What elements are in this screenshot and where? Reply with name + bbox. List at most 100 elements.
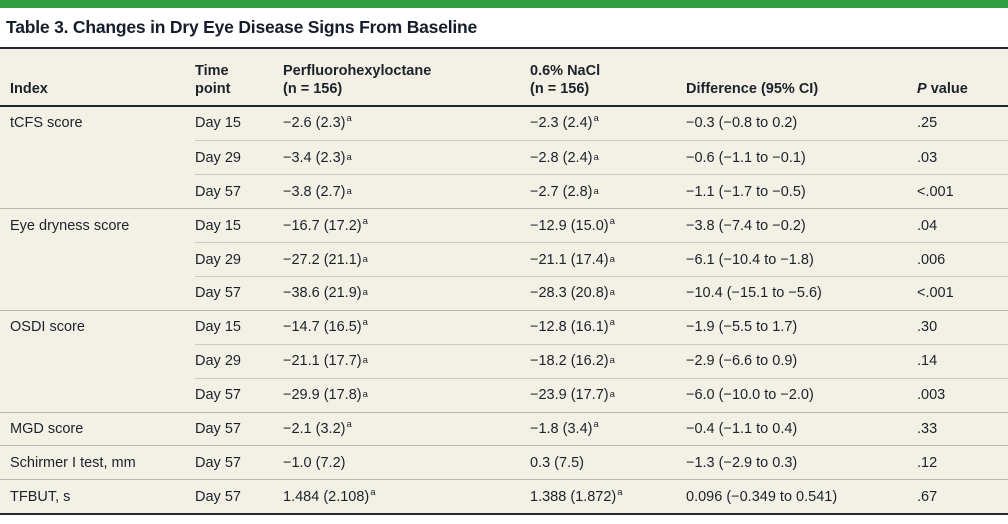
bottom-rule: [0, 513, 1008, 516]
cell-nacl: −2.7 (2.8) a: [530, 174, 686, 208]
cell-perfluorohexyloctane: −16.7 (17.2)a: [283, 215, 368, 234]
cell-time-point: Day 15: [195, 319, 241, 336]
cell-difference: −0.3 (−0.8 to 0.2): [686, 115, 798, 132]
footnote-marker: a: [362, 317, 368, 329]
cell-time-point: Day 57: [195, 174, 283, 208]
cell-time-point: Day 15: [195, 217, 241, 234]
table-row: Day 57 −29.9 (17.8) a −23.9 (17.7) a −6.0 (−1…: [0, 377, 1008, 412]
cell-difference: −3.8 (−7.4 to −0.2): [686, 217, 806, 234]
cell-p-value: <.001: [917, 174, 1008, 208]
column-header-perfluorohexyloctane: Perfluorohexyloctane (n = 156): [283, 62, 432, 97]
table-row: Day 29 −27.2 (21.1) a −21.1 (17.4) a −6.1 (−1…: [0, 242, 1008, 276]
cell-time-point: Day 57: [195, 488, 241, 505]
footnote-marker: a: [593, 418, 599, 430]
cell-time-point: Day 57: [195, 275, 283, 310]
cell-p-value: .30: [917, 319, 938, 336]
cell-nacl: 0.3 (7.5): [530, 454, 584, 471]
cell-difference: −1.9 (−5.5 to 1.7): [686, 319, 798, 336]
cell-difference: −1.1 (−1.7 to −0.5): [686, 174, 917, 208]
cell-nacl: −2.8 (2.4) a: [530, 140, 686, 174]
column-header-nacl: 0.6% NaCl (n = 156): [530, 62, 601, 97]
cell-nacl: 1.388 (1.872)a: [530, 486, 623, 505]
table-row: MGD score Day 57 −2.1 (3.2)a −1.8 (3.4)a −0.…: [0, 411, 1008, 446]
cell-difference: −10.4 (−15.1 to −5.6): [686, 275, 917, 310]
header-rule: [0, 105, 1008, 107]
cell-nacl: −28.3 (20.8) a: [530, 275, 686, 310]
footnote-marker: a: [346, 113, 352, 125]
title-block: Table 3. Changes in Dry Eye Disease Sign…: [0, 8, 1008, 47]
table-row: Day 57 −38.6 (21.9) a −28.3 (20.8) a −10.4 (−…: [0, 275, 1008, 310]
footnote-marker: a: [370, 486, 376, 498]
table-row: Day 29 −21.1 (17.7) a −18.2 (16.2) a −2.9 (−6…: [0, 343, 1008, 378]
cell-perfluorohexyloctane: −2.1 (3.2)a: [283, 418, 352, 437]
cell-index: MGD score: [10, 420, 84, 437]
cell-nacl: −23.9 (17.7) a: [530, 377, 686, 412]
footnote-marker: a: [609, 317, 615, 329]
cell-index: tCFS score: [10, 115, 83, 132]
table-row: OSDI score Day 15 −14.7 (16.5)a −12.8 (16.1…: [0, 309, 1008, 344]
cell-p-value: <.001: [917, 275, 1008, 310]
cell-perfluorohexyloctane: −21.1 (17.7) a: [283, 343, 530, 378]
column-header-index: Index: [10, 80, 48, 97]
accent-bar: [0, 0, 1008, 8]
column-header-p-value: P value: [917, 80, 968, 97]
cell-nacl: −21.1 (17.4) a: [530, 242, 686, 276]
table-row: Eye dryness score Day 15 −16.7 (17.2)a −12.…: [0, 208, 1008, 242]
cell-difference: −0.6 (−1.1 to −0.1): [686, 140, 917, 174]
cell-perfluorohexyloctane: −14.7 (16.5)a: [283, 317, 368, 336]
cell-index: [10, 174, 195, 208]
cell-nacl: −12.8 (16.1)a: [530, 317, 615, 336]
cell-time-point: Day 29: [195, 140, 283, 174]
cell-nacl: −1.8 (3.4)a: [530, 418, 599, 437]
cell-index: Eye dryness score: [10, 217, 130, 234]
cell-perfluorohexyloctane: −3.8 (2.7) a: [283, 174, 530, 208]
cell-time-point: Day 29: [195, 242, 283, 276]
cell-time-point: Day 29: [195, 343, 283, 378]
cell-p-value: .003: [917, 377, 1008, 412]
cell-difference: −6.1 (−10.4 to −1.8): [686, 242, 917, 276]
table: Index Time point Perfluorohexyloctane (n…: [0, 49, 1008, 514]
cell-index: OSDI score: [10, 319, 85, 336]
cell-perfluorohexyloctane: −1.0 (7.2): [283, 454, 346, 471]
cell-index: TFBUT, s: [10, 488, 71, 505]
cell-perfluorohexyloctane: −27.2 (21.1) a: [283, 242, 530, 276]
title-rule: [0, 47, 1008, 49]
cell-index: [10, 378, 195, 412]
cell-nacl: −12.9 (15.0)a: [530, 215, 615, 234]
cell-p-value: .14: [917, 343, 1008, 378]
cell-index: [10, 344, 195, 378]
column-header-time-point: Time point: [195, 62, 231, 97]
page-title: Table 3. Changes in Dry Eye Disease Sign…: [6, 17, 478, 37]
table-row: tCFS score Day 15 −2.6 (2.3)a −2.3 (2.4)a −0…: [0, 107, 1008, 141]
cell-perfluorohexyloctane: −2.6 (2.3)a: [283, 113, 352, 132]
cell-nacl: −2.3 (2.4)a: [530, 113, 599, 132]
cell-time-point: Day 15: [195, 115, 241, 132]
column-header-difference: Difference (95% CI): [686, 80, 819, 97]
table-row: TFBUT, s Day 57 1.484 (2.108)a 1.388 (1.872…: [0, 479, 1008, 513]
footnote-marker: a: [346, 418, 352, 430]
cell-nacl: −18.2 (16.2) a: [530, 343, 686, 378]
cell-difference: −6.0 (−10.0 to −2.0): [686, 377, 917, 412]
cell-p-value: .33: [917, 420, 938, 437]
cell-time-point: Day 57: [195, 420, 241, 437]
cell-difference: −1.3 (−2.9 to 0.3): [686, 454, 798, 471]
cell-index: [10, 242, 195, 276]
cell-p-value: .67: [917, 488, 938, 505]
cell-p-value: .04: [917, 217, 938, 234]
cell-perfluorohexyloctane: −38.6 (21.9) a: [283, 275, 530, 310]
cell-index: Schirmer I test, mm: [10, 454, 136, 471]
table-row: Day 57 −3.8 (2.7) a −2.7 (2.8) a −1.1 (−1.7 t…: [0, 174, 1008, 208]
cell-index: [10, 140, 195, 174]
cell-p-value: .006: [917, 242, 1008, 276]
footnote-marker: a: [617, 486, 623, 498]
cell-time-point: Day 57: [195, 454, 241, 471]
table-row: Day 29 −3.4 (2.3) a −2.8 (2.4) a −0.6 (−1.1 t…: [0, 140, 1008, 174]
footnote-marker: a: [593, 113, 599, 125]
cell-difference: −2.9 (−6.6 to 0.9): [686, 343, 917, 378]
cell-perfluorohexyloctane: −3.4 (2.3) a: [283, 140, 530, 174]
cell-p-value: .03: [917, 140, 1008, 174]
table-rows: tCFS score Day 15 −2.6 (2.3)a −2.3 (2.4)a −0…: [0, 107, 1008, 514]
cell-perfluorohexyloctane: −29.9 (17.8) a: [283, 377, 530, 412]
footnote-marker: a: [609, 215, 615, 227]
